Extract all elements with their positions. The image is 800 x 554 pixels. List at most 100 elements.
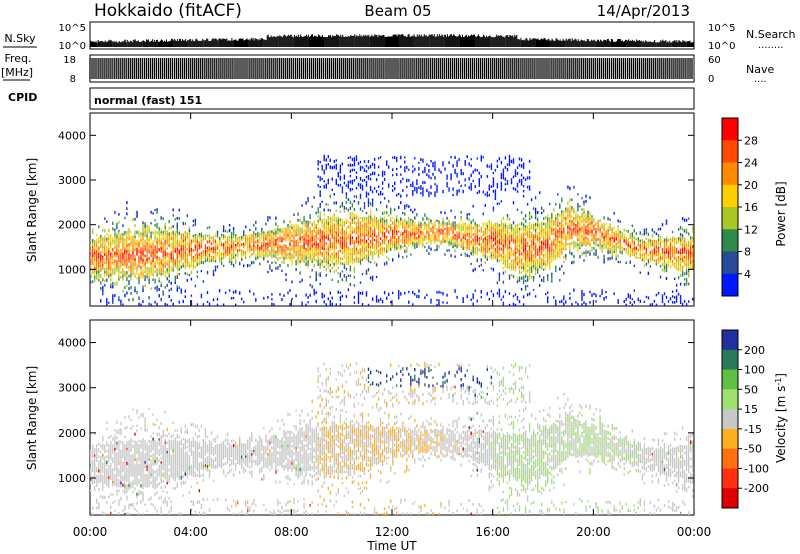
power-pixel	[311, 244, 313, 248]
power-pixel	[526, 269, 529, 273]
power-pixel	[281, 255, 283, 259]
power-pixel	[555, 219, 557, 223]
power-pixel	[571, 233, 573, 237]
power-pixel	[178, 208, 180, 212]
power-pixel	[168, 241, 170, 244]
power-pixel	[559, 224, 561, 228]
power-pixel	[158, 239, 160, 243]
power-pixel	[494, 236, 497, 240]
power-pixel	[315, 279, 317, 282]
power-pixel	[486, 233, 488, 236]
power-pixel	[176, 230, 178, 234]
power-pixel	[438, 223, 440, 227]
power-pixel	[267, 260, 269, 263]
power-pixel	[506, 230, 509, 233]
power-pixel	[543, 234, 545, 237]
power-pixel	[94, 257, 96, 262]
power-pixel	[134, 286, 136, 289]
power-pixel	[408, 224, 410, 229]
power-pixel	[263, 240, 265, 244]
power-pixel	[337, 224, 339, 228]
power-pixel	[490, 247, 493, 250]
power-pixel	[128, 268, 130, 272]
power-pixel	[583, 259, 585, 262]
power-pixel	[528, 276, 531, 280]
power-pixel	[476, 238, 478, 242]
power-pixel	[526, 262, 529, 265]
power-pixel	[456, 224, 458, 227]
power-pixel	[396, 173, 398, 177]
power-pixel	[214, 260, 217, 263]
power-pixel	[325, 254, 327, 258]
power-pixel	[323, 238, 325, 242]
power-pixel	[154, 230, 156, 234]
power-pixel	[498, 294, 501, 298]
power-pixel	[120, 266, 122, 269]
power-pixel	[339, 205, 342, 209]
power-pixel	[559, 203, 561, 207]
power-pixel	[510, 247, 513, 251]
power-pixel	[452, 228, 454, 231]
power-pixel	[450, 241, 452, 246]
power-pixel	[291, 234, 293, 238]
power-pixel	[168, 260, 170, 264]
power-pixel	[347, 234, 350, 237]
power-pixel	[472, 241, 474, 245]
power-pixel	[184, 222, 186, 225]
power-pixel	[146, 261, 148, 264]
power-pixel	[206, 227, 209, 230]
power-pixel	[299, 232, 301, 235]
cpid-text: normal (fast) 151	[94, 94, 202, 107]
power-pixel	[343, 181, 346, 185]
power-pixel	[112, 251, 114, 255]
power-pixel	[502, 244, 505, 247]
power-pixel	[180, 257, 182, 260]
power-pixel	[410, 223, 412, 226]
power-pixel	[488, 255, 490, 258]
power-pixel	[502, 303, 505, 306]
power-pixel	[504, 257, 507, 261]
power-pixel	[551, 242, 553, 246]
power-pixel	[323, 242, 325, 246]
power-pixel	[347, 249, 350, 253]
power-pixel	[454, 224, 456, 228]
power-pixel	[484, 261, 486, 264]
power-pixel	[251, 240, 253, 244]
power-pixel	[271, 233, 273, 236]
power-pixel	[369, 221, 372, 224]
power-pixel	[547, 241, 549, 246]
power-pixel	[520, 173, 523, 177]
power-pixel	[476, 169, 478, 172]
power-pixel	[128, 298, 130, 302]
power-pixel	[222, 228, 225, 233]
power-pixel	[522, 254, 525, 257]
power-pixel	[317, 260, 319, 264]
power-pixel	[502, 168, 505, 171]
power-pixel	[130, 276, 132, 281]
power-pixel	[327, 253, 329, 256]
power-pixel	[516, 224, 519, 228]
power-pixel	[210, 249, 213, 254]
power-pixel	[331, 266, 333, 270]
power-pixel	[492, 223, 495, 227]
power-pixel	[541, 261, 543, 264]
power-pixel	[569, 232, 571, 236]
power-pixel	[198, 244, 201, 248]
power-pixel	[468, 162, 470, 166]
power-pixel	[466, 224, 468, 228]
power-pixel	[315, 226, 317, 229]
power-pixel	[492, 226, 495, 230]
power-pixel	[581, 252, 583, 256]
power-pixel	[313, 224, 315, 227]
power-pixel	[502, 267, 505, 270]
power-pixel	[563, 261, 565, 264]
power-pixel	[94, 261, 96, 264]
power-pixel	[319, 160, 321, 164]
power-pixel	[355, 187, 358, 190]
power-pixel	[176, 244, 178, 248]
power-pixel	[289, 250, 291, 253]
power-pixel	[514, 236, 517, 240]
power-pixel	[162, 263, 164, 267]
power-pixel	[144, 222, 146, 225]
power-pixel	[345, 207, 348, 210]
